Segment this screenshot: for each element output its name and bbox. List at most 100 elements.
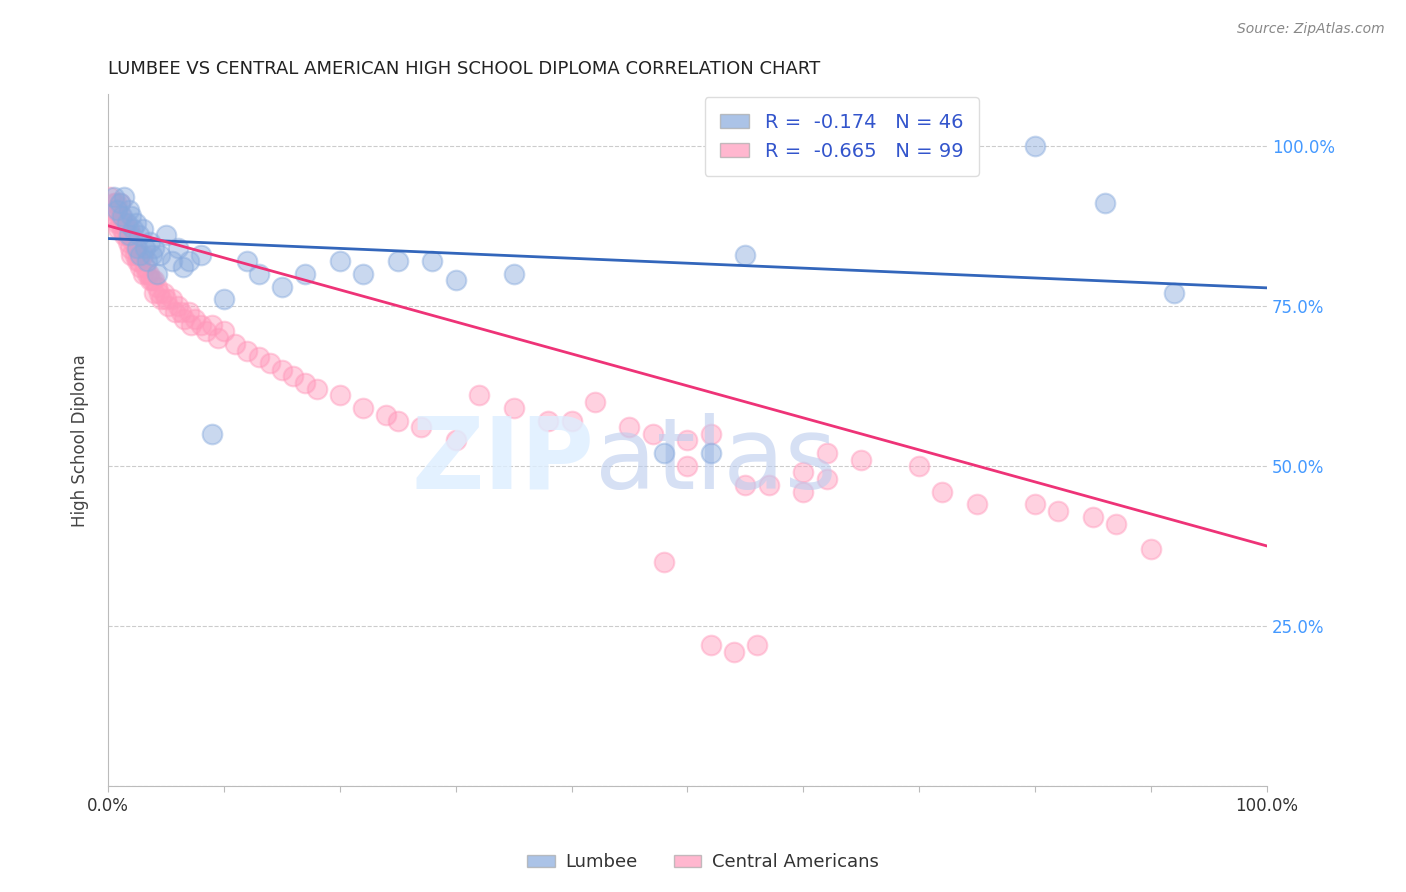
Point [212,293,235,307]
Point [132,222,155,236]
Legend: R =  -0.174   N = 46, R =  -0.665   N = 99: R = -0.174 N = 46, R = -0.665 N = 99 [704,97,979,176]
Point [172,260,194,275]
Point [110,209,132,223]
Point [745,638,768,652]
Point [107,222,129,236]
Point [112,228,135,243]
Text: LUMBEE VS CENTRAL AMERICAN HIGH SCHOOL DIPLOMA CORRELATION CHART: LUMBEE VS CENTRAL AMERICAN HIGH SCHOOL D… [108,60,820,78]
Point [118,202,141,217]
Text: atlas: atlas [595,412,837,509]
Point [190,247,212,261]
Point [132,247,155,261]
Point [173,311,195,326]
Point [125,254,148,268]
Point [152,285,174,300]
Point [270,279,292,293]
Point [105,196,128,211]
Point [561,414,583,428]
Point [104,209,127,223]
Point [160,293,183,307]
Point [128,254,150,268]
Point [138,235,160,249]
Point [150,293,173,307]
Point [165,305,187,319]
Point [375,408,398,422]
Point [105,202,128,217]
Point [699,638,721,652]
Point [1105,516,1128,531]
Point [166,241,188,255]
Point [537,414,560,428]
Point [409,420,432,434]
Point [224,337,246,351]
Point [352,401,374,416]
Point [148,285,170,300]
Point [908,458,931,473]
Point [112,215,135,229]
Point [815,472,838,486]
Point [1024,138,1046,153]
Point [1081,510,1104,524]
Point [143,241,166,255]
Point [1024,497,1046,511]
Point [352,267,374,281]
Point [127,247,149,261]
Point [143,273,166,287]
Point [1163,285,1185,300]
Point [118,222,141,236]
Point [129,247,152,261]
Point [132,267,155,281]
Point [160,254,183,268]
Point [118,228,141,243]
Point [108,196,131,211]
Point [128,228,150,243]
Point [115,215,138,229]
Point [122,235,145,249]
Point [201,318,224,332]
Point [734,478,756,492]
Point [179,254,201,268]
Point [212,325,235,339]
Point [141,247,163,261]
Point [134,241,156,255]
Point [117,235,139,249]
Point [758,478,780,492]
Point [792,465,814,479]
Point [143,285,166,300]
Point [190,318,212,332]
Point [138,273,160,287]
Point [180,318,202,332]
Point [305,382,328,396]
Point [134,260,156,275]
Point [108,196,131,211]
Point [155,228,177,243]
Point [112,190,135,204]
Point [236,343,259,358]
Point [444,434,467,448]
Point [247,350,270,364]
Point [124,247,146,261]
Point [120,209,142,223]
Point [136,267,159,281]
Point [502,401,524,416]
Point [966,497,988,511]
Point [387,254,409,268]
Point [329,254,352,268]
Point [114,215,136,229]
Point [294,267,316,281]
Point [699,426,721,441]
Point [103,196,125,211]
Point [120,228,142,243]
Point [387,414,409,428]
Point [105,202,128,217]
Point [283,369,305,384]
Point [120,247,142,261]
Point [166,299,188,313]
Text: Source: ZipAtlas.com: Source: ZipAtlas.com [1237,22,1385,37]
Point [136,254,159,268]
Point [699,446,721,460]
Point [125,241,148,255]
Point [931,484,953,499]
Point [108,215,131,229]
Point [502,267,524,281]
